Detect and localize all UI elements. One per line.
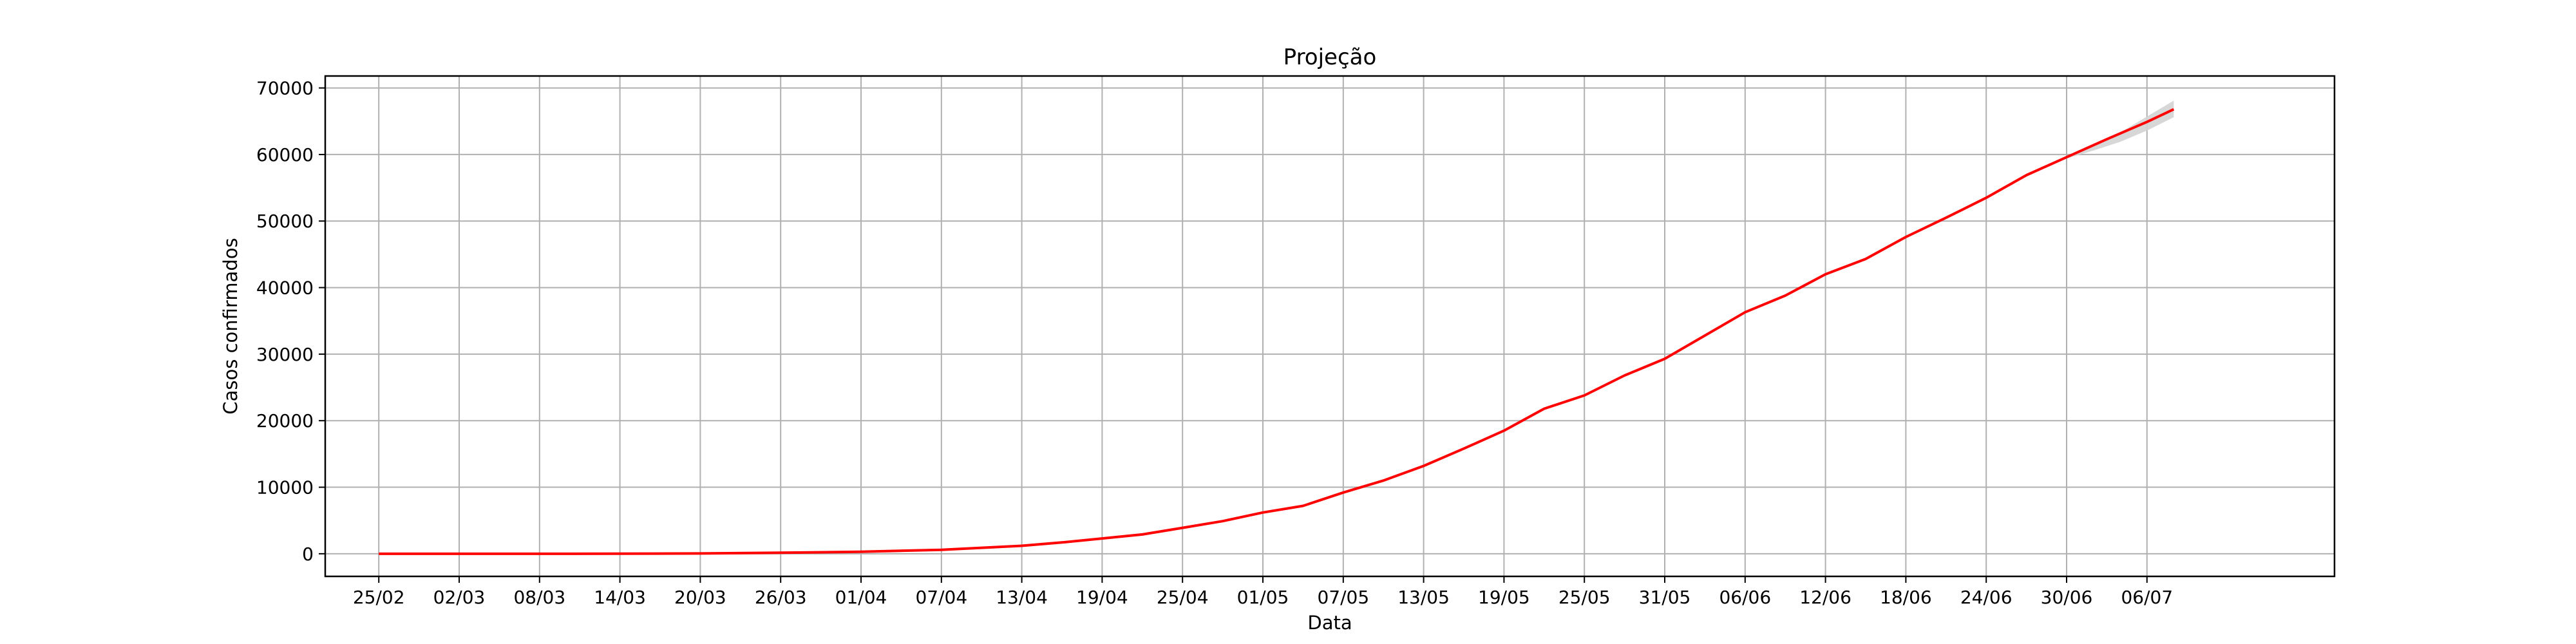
x-tick-label: 25/02: [353, 587, 405, 608]
y-axis-ticks: 0 10000 20000 30000 40000 50000 60000 70000: [256, 78, 325, 565]
x-tick-label: 20/03: [674, 587, 726, 608]
x-tick-label: 13/05: [1397, 587, 1450, 608]
plot-area-frame: [324, 75, 2336, 578]
x-tick-label: 24/06: [1960, 587, 2012, 608]
x-axis-ticks: 25/02 02/03 08/03 14/03 20/03 26/03 01/04 07/04…: [353, 576, 2173, 608]
x-tick-label: 25/05: [1558, 587, 1611, 608]
series-line: [379, 108, 2175, 555]
y-tick-label: 50000: [256, 211, 314, 232]
y-tick-label: 70000: [256, 78, 314, 99]
series-layer: [379, 108, 2175, 555]
x-tick-label: 06/06: [1719, 587, 1771, 608]
y-tick-label: 30000: [256, 344, 314, 365]
x-tick-label: 12/06: [1799, 587, 1852, 608]
x-tick-label: 01/05: [1237, 587, 1289, 608]
x-tick-label: 14/03: [594, 587, 646, 608]
y-axis-label: Casos confirmados: [220, 238, 242, 414]
x-tick-label: 25/04: [1157, 587, 1209, 608]
x-tick-label: 02/03: [433, 587, 486, 608]
x-tick-label: 07/04: [915, 587, 967, 608]
x-tick-label: 08/03: [513, 587, 565, 608]
y-tick-label: 60000: [256, 144, 314, 166]
x-tick-label: 31/05: [1639, 587, 1691, 608]
grid: [325, 76, 2334, 576]
x-tick-label: 26/03: [755, 587, 807, 608]
y-tick-label: 0: [302, 544, 314, 565]
x-tick-label: 19/05: [1478, 587, 1530, 608]
y-tick-label: 10000: [256, 477, 314, 498]
x-axis-label: Data: [1307, 612, 1352, 634]
y-tick-label: 40000: [256, 278, 314, 299]
x-tick-label: 13/04: [996, 587, 1048, 608]
x-tick-label: 06/07: [2121, 587, 2173, 608]
y-tick-label: 20000: [256, 410, 314, 431]
x-tick-label: 19/04: [1076, 587, 1128, 608]
chart-title: Projeção: [1283, 44, 1377, 70]
x-tick-label: 07/05: [1317, 587, 1369, 608]
x-tick-label: 01/04: [835, 587, 887, 608]
x-tick-label: 30/06: [2041, 587, 2093, 608]
x-tick-label: 18/06: [1880, 587, 1932, 608]
